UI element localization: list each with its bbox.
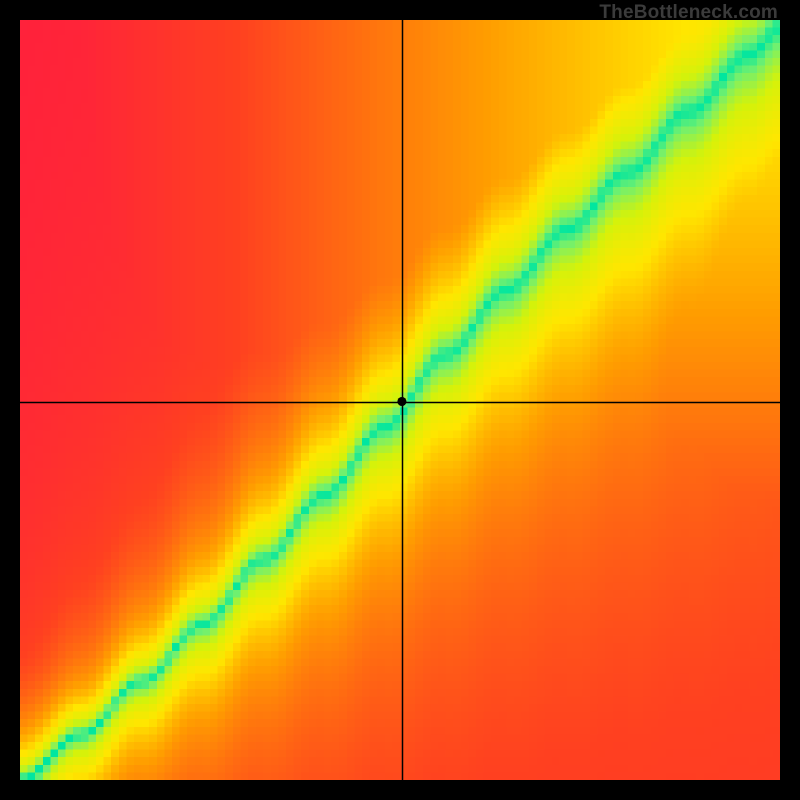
chart-stage: TheBottleneck.com [0, 0, 800, 800]
crosshair-overlay-canvas [0, 0, 800, 800]
